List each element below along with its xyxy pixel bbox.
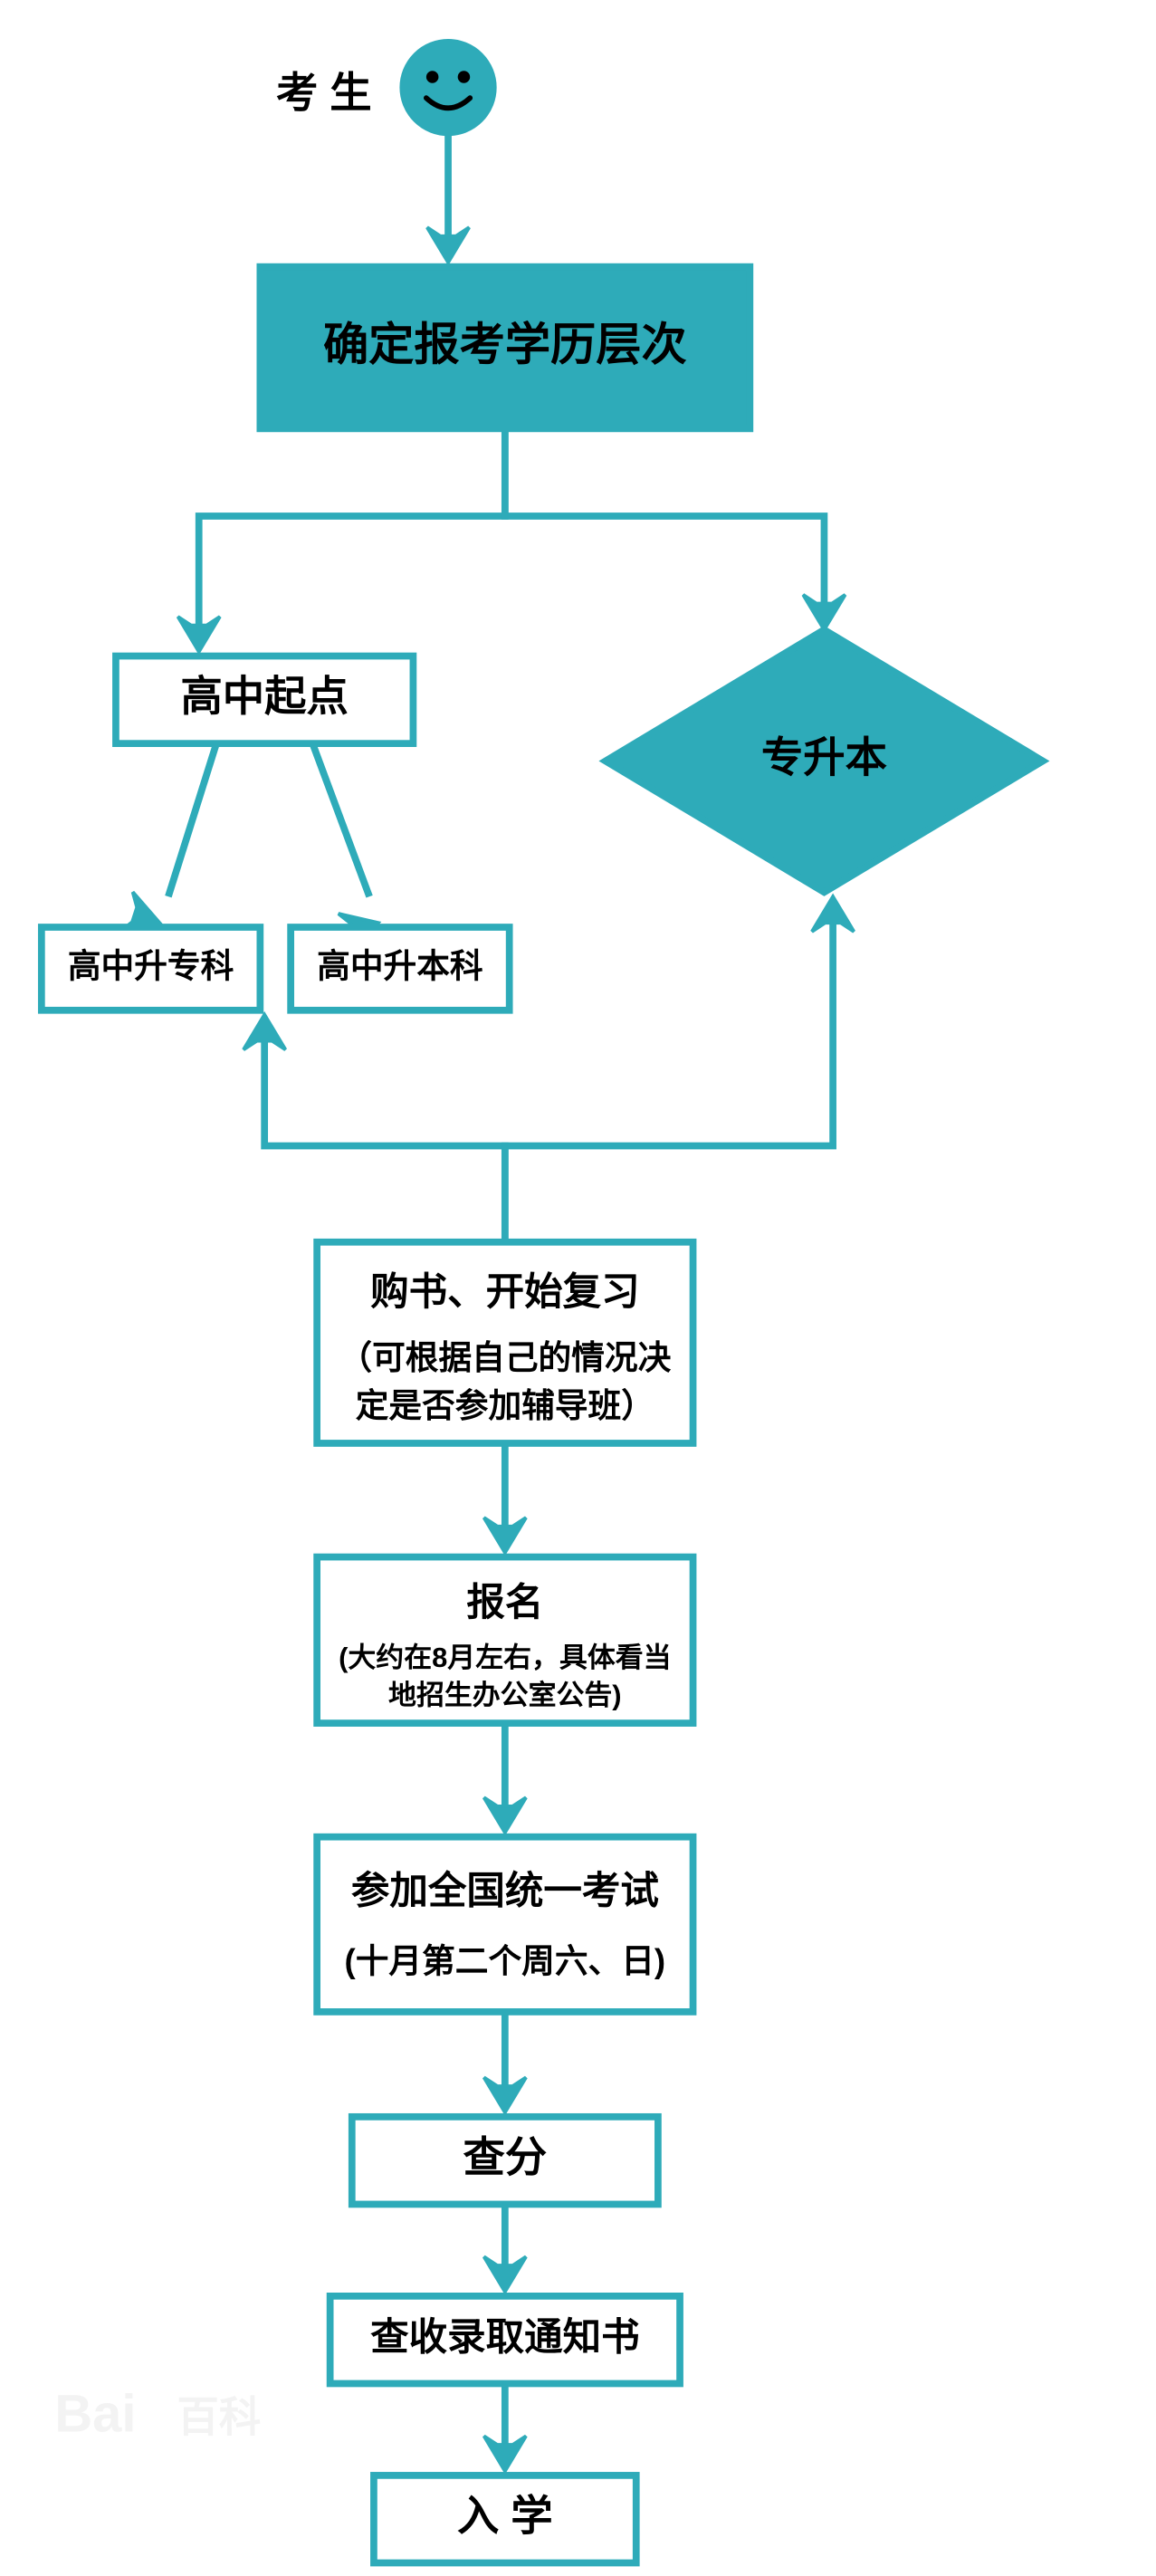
edge-e4 <box>264 1037 505 1242</box>
edge-e5 <box>505 918 833 1241</box>
node-n8-label: 参加全国统一考试 <box>351 1870 659 1913</box>
actor-label: 考 生 <box>276 70 372 117</box>
node-n3-label: 专升本 <box>761 734 887 781</box>
edge-e2 <box>505 428 825 603</box>
node-n4-label: 高中升专科 <box>68 948 234 985</box>
node-n8 <box>317 1837 693 2012</box>
edge-e1 <box>199 428 505 625</box>
node-n6-label: 定是否参加辅导班） <box>356 1387 654 1424</box>
node-n5-label: 高中升本科 <box>317 948 483 985</box>
node-n11-label: 入 学 <box>457 2492 553 2539</box>
edge-e3b <box>312 743 369 896</box>
node-n2-label: 高中起点 <box>180 673 348 720</box>
node-n1-label: 确定报考学历层次 <box>323 319 687 369</box>
node-n8-label: (十月第二个周六、日) <box>345 1942 666 1979</box>
actor-icon <box>400 39 496 135</box>
svg-text:百科: 百科 <box>177 2394 262 2441</box>
node-n6-label: 购书、开始复习 <box>370 1271 640 1314</box>
node-n10-label: 查收录取通知书 <box>370 2316 640 2359</box>
node-n7-label: 地招生办公室公告) <box>388 1679 622 1710</box>
edge-e3a <box>168 743 216 896</box>
flowchart-canvas: Bai 百科 考 生确定报考学历层次高中起点专升本高中升专科 高中升本科购书、开始复习… <box>0 0 1156 2576</box>
node-n9-label: 查分 <box>463 2133 547 2180</box>
node-n7-label: 报名 <box>466 1582 543 1624</box>
node-n6-label: （可根据自己的情况决 <box>339 1339 671 1376</box>
svg-text:Bai: Bai <box>54 2386 136 2444</box>
node-n7-label: (大约在8月左右，具体看当 <box>339 1642 671 1673</box>
